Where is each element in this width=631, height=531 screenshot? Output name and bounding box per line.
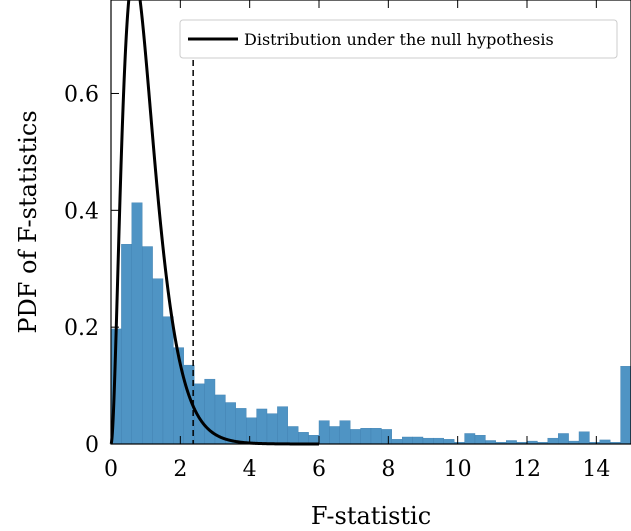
- histogram-bars: [110, 202, 631, 445]
- histogram-bar: [329, 426, 340, 445]
- legend-box: [179, 19, 618, 59]
- x-tick-label: 0: [104, 457, 118, 482]
- x-tick-label: 4: [243, 457, 257, 482]
- histogram-bar: [578, 431, 590, 445]
- legend-label: Distribution under the null hypothesis: [244, 30, 554, 49]
- histogram-bar: [391, 439, 403, 445]
- histogram-bar: [381, 429, 392, 445]
- x-tick-label: 6: [312, 457, 326, 482]
- x-tick-label: 2: [173, 457, 187, 482]
- histogram-bar: [162, 316, 174, 445]
- y-ticks: 0 0.2 0.4 0.6: [64, 82, 119, 458]
- histogram-bar: [558, 433, 569, 445]
- histogram-bar: [318, 420, 330, 445]
- histogram-bar: [433, 437, 444, 445]
- histogram-bar: [422, 437, 434, 445]
- histogram-bar: [266, 413, 278, 445]
- x-tick-label: 8: [381, 457, 395, 482]
- histogram-bar: [360, 428, 372, 445]
- histogram-bar: [131, 202, 143, 445]
- histogram-bar: [599, 439, 611, 445]
- histogram-bar: [235, 408, 247, 445]
- y-tick-label: 0.6: [64, 82, 99, 107]
- plot-frame: [110, 0, 631, 445]
- histogram-bar: [370, 428, 382, 445]
- histogram-bar: [620, 366, 631, 445]
- histogram-bar: [152, 278, 164, 445]
- y-tick-label: 0.2: [64, 316, 99, 341]
- histogram-bar: [287, 426, 299, 445]
- histogram-bar: [443, 439, 455, 445]
- y-axis-label: PDF of F-statistics: [14, 110, 42, 333]
- histogram-bar: [225, 402, 236, 445]
- x-tick-label: 12: [513, 457, 541, 482]
- histogram-bar: [350, 429, 361, 445]
- histogram-bar: [464, 433, 476, 445]
- x-ticks: 0 2 4 6 8 10 12 14: [104, 0, 610, 482]
- histogram-bar: [121, 243, 133, 445]
- legend: Distribution under the null hypothesis: [179, 19, 618, 59]
- histogram-bar: [402, 436, 413, 445]
- histogram-bar: [339, 420, 351, 445]
- histogram-bar: [412, 436, 424, 445]
- histogram-bar: [474, 435, 486, 445]
- histogram-bar: [256, 408, 268, 445]
- histogram-bar: [141, 246, 153, 445]
- y-tick-label: 0.4: [64, 199, 99, 224]
- x-tick-label: 10: [444, 457, 472, 482]
- histogram-bar: [245, 417, 257, 445]
- histogram-bar: [277, 406, 288, 445]
- histogram-bar: [547, 437, 559, 445]
- y-tick-label: 0: [85, 433, 99, 458]
- histogram-bar: [298, 432, 309, 445]
- x-tick-label: 14: [582, 457, 610, 482]
- x-axis-label: F-statistic: [311, 502, 431, 530]
